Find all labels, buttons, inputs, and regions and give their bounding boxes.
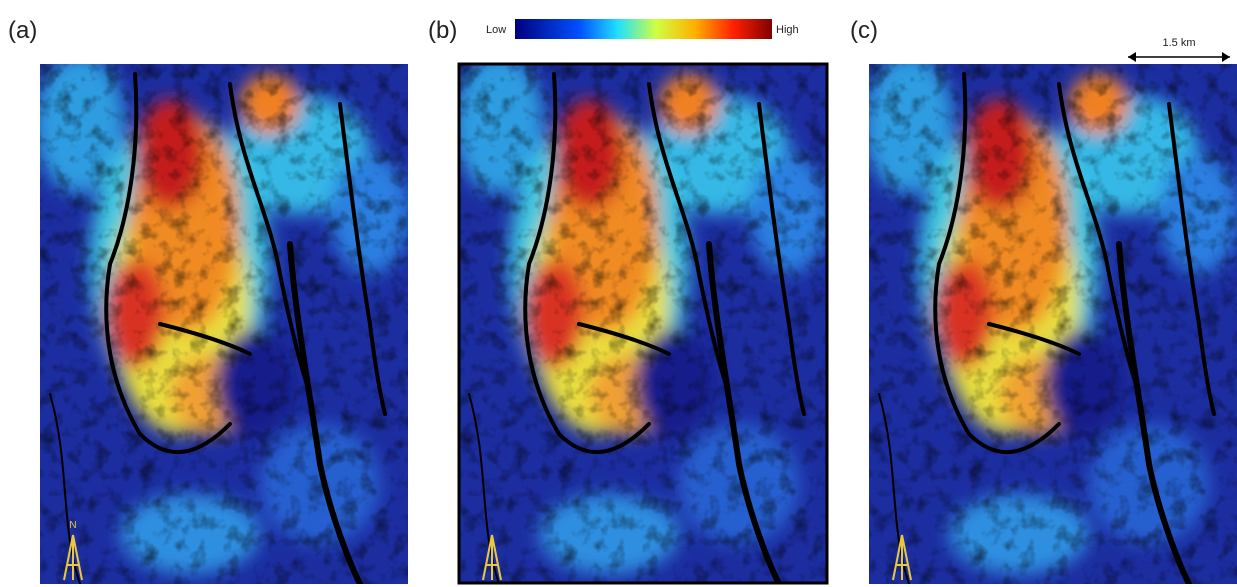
north-label: N: [69, 520, 76, 531]
north-arrow: [482, 534, 912, 581]
scale-bar: 1.5 km: [1128, 37, 1230, 62]
map-c: [864, 54, 1237, 584]
colorbar-low: Low: [486, 24, 506, 36]
scale-label: 1.5 km: [1162, 37, 1195, 49]
colorbar-high: High: [776, 24, 799, 36]
colorbar: [515, 19, 772, 39]
map-b: [454, 54, 829, 584]
panel-label: (b): [428, 17, 457, 44]
map-a: [35, 54, 410, 584]
map-border: [457, 62, 829, 585]
panel-label: (a): [8, 17, 37, 44]
panel-label: (c): [850, 17, 878, 44]
north-arrow: [63, 534, 83, 581]
